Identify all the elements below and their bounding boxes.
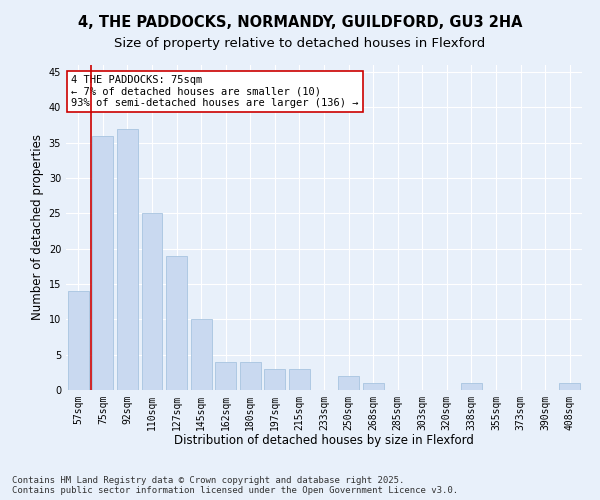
Bar: [92, 136, 113, 390]
Bar: [265, 369, 286, 390]
Bar: [68, 291, 89, 390]
Text: Size of property relative to detached houses in Flexford: Size of property relative to detached ho…: [115, 38, 485, 51]
Bar: [461, 383, 482, 390]
Y-axis label: Number of detached properties: Number of detached properties: [31, 134, 44, 320]
Bar: [191, 320, 212, 390]
Bar: [559, 383, 580, 390]
Bar: [338, 376, 359, 390]
Text: 4, THE PADDOCKS, NORMANDY, GUILDFORD, GU3 2HA: 4, THE PADDOCKS, NORMANDY, GUILDFORD, GU…: [78, 15, 522, 30]
Bar: [166, 256, 187, 390]
Bar: [215, 362, 236, 390]
Bar: [117, 128, 138, 390]
Bar: [240, 362, 261, 390]
Bar: [362, 383, 383, 390]
X-axis label: Distribution of detached houses by size in Flexford: Distribution of detached houses by size …: [174, 434, 474, 448]
Bar: [142, 214, 163, 390]
Text: Contains HM Land Registry data © Crown copyright and database right 2025.
Contai: Contains HM Land Registry data © Crown c…: [12, 476, 458, 495]
Text: 4 THE PADDOCKS: 75sqm
← 7% of detached houses are smaller (10)
93% of semi-detac: 4 THE PADDOCKS: 75sqm ← 7% of detached h…: [71, 74, 359, 108]
Bar: [289, 369, 310, 390]
